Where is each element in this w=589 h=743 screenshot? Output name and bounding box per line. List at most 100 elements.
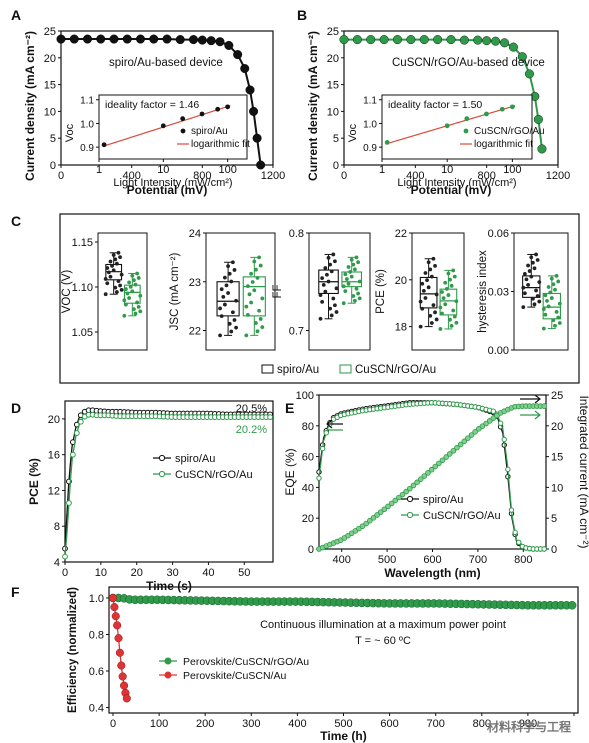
box-point <box>249 300 254 305</box>
y-tick-label: 8 <box>54 521 60 533</box>
integrated-point <box>374 512 380 518</box>
box-point <box>254 267 258 272</box>
integrated-point <box>385 503 391 510</box>
eqe-point <box>512 529 518 536</box>
box-point <box>449 323 454 328</box>
box-point <box>526 283 530 287</box>
y-axis-label: Efficiency (normalized) <box>67 587 79 713</box>
y-tick-label: 18 <box>395 322 407 334</box>
inset-point <box>484 111 489 117</box>
x-tick-label: 700 <box>469 554 487 566</box>
box-point <box>224 283 229 288</box>
box-point <box>221 294 226 299</box>
box-point <box>549 296 554 300</box>
box-point <box>548 290 553 295</box>
integrated-point <box>414 479 420 486</box>
box-point <box>448 317 452 322</box>
box-point <box>530 260 535 265</box>
box-point <box>329 313 334 318</box>
box-point <box>252 259 257 264</box>
jv-point <box>352 35 362 45</box>
inset-y-tick-label: 1.0 <box>363 119 377 130</box>
box-point <box>354 286 359 291</box>
box-point <box>232 268 237 272</box>
box-point <box>119 272 124 277</box>
eqe-point <box>490 408 497 414</box>
y2-tick-label: 10 <box>551 482 563 494</box>
y-tick-label: 25 <box>327 26 339 38</box>
y-tick-label: 0.7 <box>289 326 304 338</box>
y-tick-label: 20 <box>44 53 56 65</box>
box-point <box>452 314 457 319</box>
y-tick-label: 0.8 <box>289 228 304 240</box>
y-tick-label: 20 <box>327 53 339 65</box>
box-point <box>557 321 562 325</box>
box-point <box>521 305 526 309</box>
box-point <box>522 271 527 276</box>
box-frame <box>308 232 371 351</box>
x-tick-label: 700 <box>427 718 445 730</box>
box-point <box>452 274 457 279</box>
jv-point <box>82 34 92 44</box>
integrated-point <box>403 488 409 495</box>
panel-letter: F <box>11 584 20 600</box>
box-point <box>252 288 257 293</box>
box-point <box>136 304 141 309</box>
box-point <box>138 293 143 298</box>
box-point <box>454 320 459 325</box>
y-axis-label: PCE (%) <box>27 458 41 505</box>
arrow-right-icon <box>520 410 541 420</box>
y-tick-label: 60 <box>302 452 314 464</box>
x-tick-label: 1 <box>96 164 102 176</box>
integrated-point <box>367 517 373 524</box>
legend-label: Perovskite/CuSCN/Au <box>183 670 286 682</box>
box-point <box>551 282 556 287</box>
eqe-point <box>319 445 326 452</box>
box-point <box>434 317 439 322</box>
inset-frame <box>381 94 533 160</box>
x-axis-label: Potential (mV) <box>411 183 492 197</box>
stability-point <box>117 661 126 670</box>
box-point <box>429 274 434 279</box>
jv-point <box>379 35 389 45</box>
stability-point <box>110 603 119 612</box>
box-point <box>433 263 437 268</box>
jv-point <box>206 36 216 46</box>
box-point <box>328 306 333 311</box>
box-point <box>326 279 331 284</box>
integrated-point <box>381 506 388 513</box>
inset-x-label: Light Intensity (mW/cm²) <box>113 177 232 189</box>
box-point <box>260 325 265 330</box>
y-tick-label: 0 <box>308 544 314 556</box>
y-tick-label: 22 <box>395 228 407 240</box>
box-point <box>446 293 451 297</box>
box-point <box>431 303 436 308</box>
fit-line <box>103 105 231 147</box>
box-point <box>423 296 428 300</box>
jv-point <box>240 64 250 74</box>
legend-label: Perovskite/CuSCN/rGO/Au <box>183 656 309 668</box>
box-point <box>116 250 121 255</box>
box-point <box>219 314 224 319</box>
legend-marker <box>406 511 414 519</box>
box-point <box>250 280 255 284</box>
jv-point <box>175 35 185 45</box>
jv-point <box>96 34 106 44</box>
x-tick-label: 10 <box>157 164 169 176</box>
legend-label: CuSCN/rGO/Au <box>355 364 436 376</box>
y-tick-label: 20 <box>395 275 407 287</box>
y-tick-label: 1.0 <box>89 593 104 605</box>
legend-label: spiro/Au <box>423 494 463 506</box>
box-point <box>553 323 557 328</box>
integrated-point <box>490 415 497 421</box>
stability-point <box>113 621 122 630</box>
box-point <box>122 298 127 303</box>
integrated-point <box>425 470 431 476</box>
y2-tick-label: 15 <box>551 452 563 464</box>
y2-tick-label: 20 <box>551 421 563 433</box>
box-point <box>138 309 143 314</box>
box-point <box>440 290 444 294</box>
box-point <box>133 282 138 287</box>
panel-c-frame <box>59 213 580 384</box>
eqe-line <box>318 402 546 550</box>
